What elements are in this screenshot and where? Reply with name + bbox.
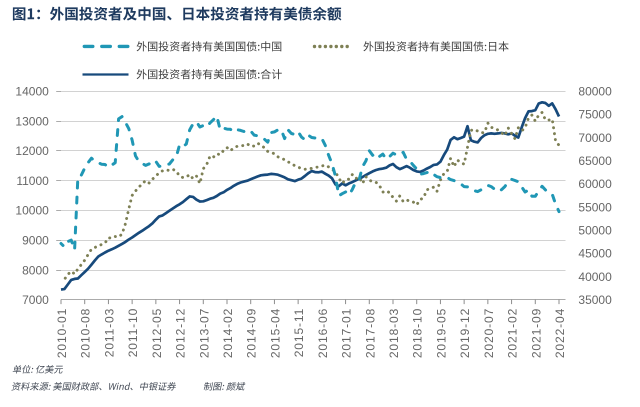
svg-text:2021-02: 2021-02 bbox=[506, 308, 520, 358]
svg-text:80000: 80000 bbox=[578, 85, 612, 99]
svg-text:14000: 14000 bbox=[15, 85, 49, 99]
svg-text:2020-07: 2020-07 bbox=[482, 308, 496, 358]
svg-text:2015-11: 2015-11 bbox=[292, 308, 306, 357]
svg-text:2010-01: 2010-01 bbox=[55, 308, 69, 358]
svg-text:2012-05: 2012-05 bbox=[150, 308, 164, 358]
svg-text:40000: 40000 bbox=[578, 270, 612, 284]
svg-text:10000: 10000 bbox=[15, 204, 49, 218]
svg-text:9000: 9000 bbox=[22, 234, 49, 248]
svg-text:2011-10: 2011-10 bbox=[126, 308, 140, 357]
svg-text:50000: 50000 bbox=[578, 224, 612, 238]
svg-text:2013-07: 2013-07 bbox=[197, 308, 211, 358]
svg-text:2017-08: 2017-08 bbox=[363, 308, 377, 358]
svg-text:2021-09: 2021-09 bbox=[529, 308, 543, 358]
svg-text:2014-09: 2014-09 bbox=[245, 308, 259, 358]
svg-text:60000: 60000 bbox=[578, 177, 612, 191]
svg-text:13000: 13000 bbox=[15, 114, 49, 128]
svg-text:65000: 65000 bbox=[578, 154, 612, 168]
svg-text:2016-06: 2016-06 bbox=[316, 308, 330, 358]
svg-text:11000: 11000 bbox=[16, 174, 49, 188]
svg-text:2022-04: 2022-04 bbox=[553, 308, 567, 358]
svg-text:12000: 12000 bbox=[15, 144, 49, 158]
svg-text:7000: 7000 bbox=[22, 293, 49, 307]
svg-text:2014-02: 2014-02 bbox=[221, 308, 235, 358]
svg-text:2011-03: 2011-03 bbox=[102, 308, 116, 357]
svg-text:35000: 35000 bbox=[578, 293, 612, 307]
svg-text:2018-03: 2018-03 bbox=[387, 308, 401, 358]
svg-text:75000: 75000 bbox=[578, 108, 612, 122]
svg-text:2019-05: 2019-05 bbox=[434, 308, 448, 358]
svg-text:45000: 45000 bbox=[578, 247, 612, 261]
svg-text:70000: 70000 bbox=[578, 131, 612, 145]
svg-text:8000: 8000 bbox=[22, 263, 49, 277]
svg-text:2012-12: 2012-12 bbox=[174, 308, 188, 358]
svg-text:55000: 55000 bbox=[578, 200, 612, 214]
svg-text:2018-10: 2018-10 bbox=[411, 308, 425, 358]
svg-text:2010-08: 2010-08 bbox=[79, 308, 93, 358]
svg-text:2019-12: 2019-12 bbox=[458, 308, 472, 358]
svg-text:2015-04: 2015-04 bbox=[268, 308, 282, 358]
svg-text:2017-01: 2017-01 bbox=[340, 308, 354, 358]
